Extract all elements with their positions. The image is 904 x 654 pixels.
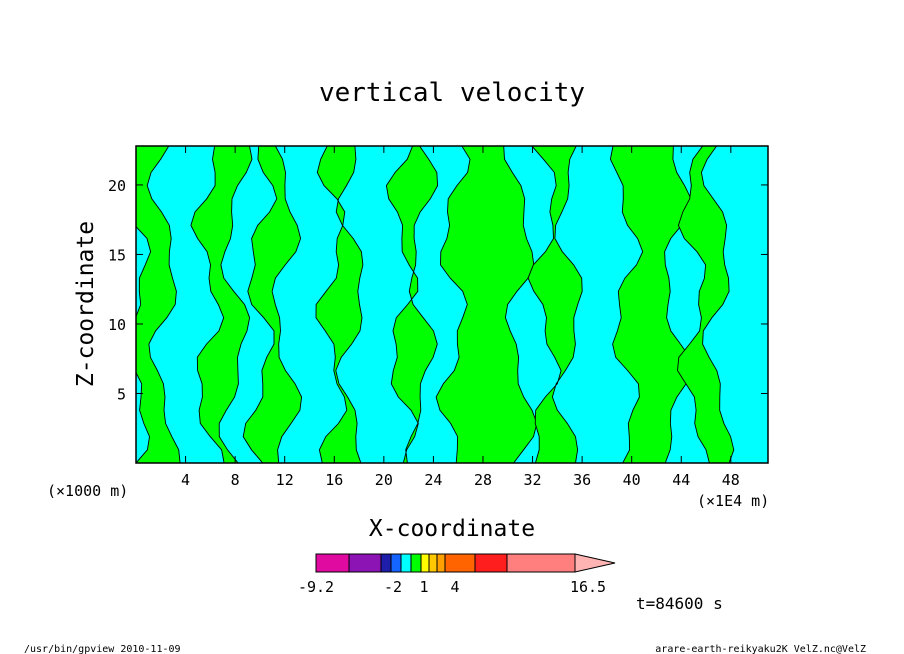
x-tick-label: 44: [672, 471, 690, 489]
plot-frame: [135, 145, 769, 464]
colorbar-segment: [400, 553, 412, 573]
velocity-region-band: [385, 146, 439, 463]
x-tick-label: 16: [325, 471, 343, 489]
colorbar-tick-label: 1: [419, 578, 428, 596]
x-tick-label: 20: [375, 471, 393, 489]
velocity-region-band: [136, 146, 181, 463]
x-tick-label: 24: [424, 471, 442, 489]
x-axis-title: X-coordinate: [369, 516, 535, 542]
footer-right: arare-earth-reikyaku2K_VelZ.nc@VelZ: [655, 644, 866, 654]
y-axis-title: Z-coordinate: [73, 221, 99, 387]
x-unit-right: (×1E4 m): [697, 492, 769, 510]
x-tick-label: 28: [474, 471, 492, 489]
y-axis: 5 10 15 20: [108, 177, 768, 403]
colorbar-segment: [428, 553, 438, 573]
y-tick-label: 10: [108, 316, 126, 334]
colorbar-tick-label: 4: [450, 578, 459, 596]
velocity-region-band: [242, 146, 303, 463]
time-label: t=84600 s: [636, 594, 723, 613]
colorbar-segment: [390, 553, 402, 573]
velocity-region-band: [315, 146, 364, 463]
x-axis: 4 8 12 16 20 24 28 32 36 40 44 48: [181, 146, 740, 489]
colorbar-segment: [380, 553, 392, 573]
chart-title: vertical velocity: [319, 78, 585, 108]
colorbar-tick-label: -9.2: [298, 578, 334, 596]
x-tick-label: 40: [623, 471, 641, 489]
x-tick-label: 8: [231, 471, 240, 489]
y-tick-label: 15: [108, 246, 126, 264]
x-tick-label: 32: [524, 471, 542, 489]
colorbar-tick-label: -2: [384, 578, 402, 596]
footer-left: /usr/bin/gpview 2010-11-09: [24, 644, 181, 654]
x-tick-label: 12: [276, 471, 294, 489]
colorbar-tick-label: 16.5: [570, 578, 606, 596]
colorbar-segment: [506, 553, 576, 573]
y-tick-label: 20: [108, 177, 126, 195]
colorbar-segment: [420, 553, 430, 573]
x-tick-label: 48: [722, 471, 740, 489]
y-tick-label: 5: [117, 385, 126, 403]
colorbar-segment: [410, 553, 422, 573]
colorbar-segment: [315, 553, 350, 573]
velocity-region-band: [677, 146, 735, 463]
colorbar-segment: [474, 553, 508, 573]
plot-field: [136, 146, 768, 463]
colorbar-segment: [436, 553, 446, 573]
colorbar-segment: [444, 553, 476, 573]
velocity-region-band: [435, 146, 538, 463]
velocity-region-band: [190, 146, 253, 463]
colorbar-arrow: [574, 553, 616, 573]
colorbar-segment: [348, 553, 382, 573]
positive-velocity-regions: [136, 146, 735, 463]
x-unit-left: (×1000 m): [47, 482, 128, 500]
x-tick-label: 36: [573, 471, 591, 489]
velocity-region-band: [527, 146, 583, 463]
colorbar-ticks: -9.2 -2 1 4 16.5: [298, 578, 606, 596]
colorbar: [315, 553, 616, 573]
x-tick-label: 4: [181, 471, 190, 489]
